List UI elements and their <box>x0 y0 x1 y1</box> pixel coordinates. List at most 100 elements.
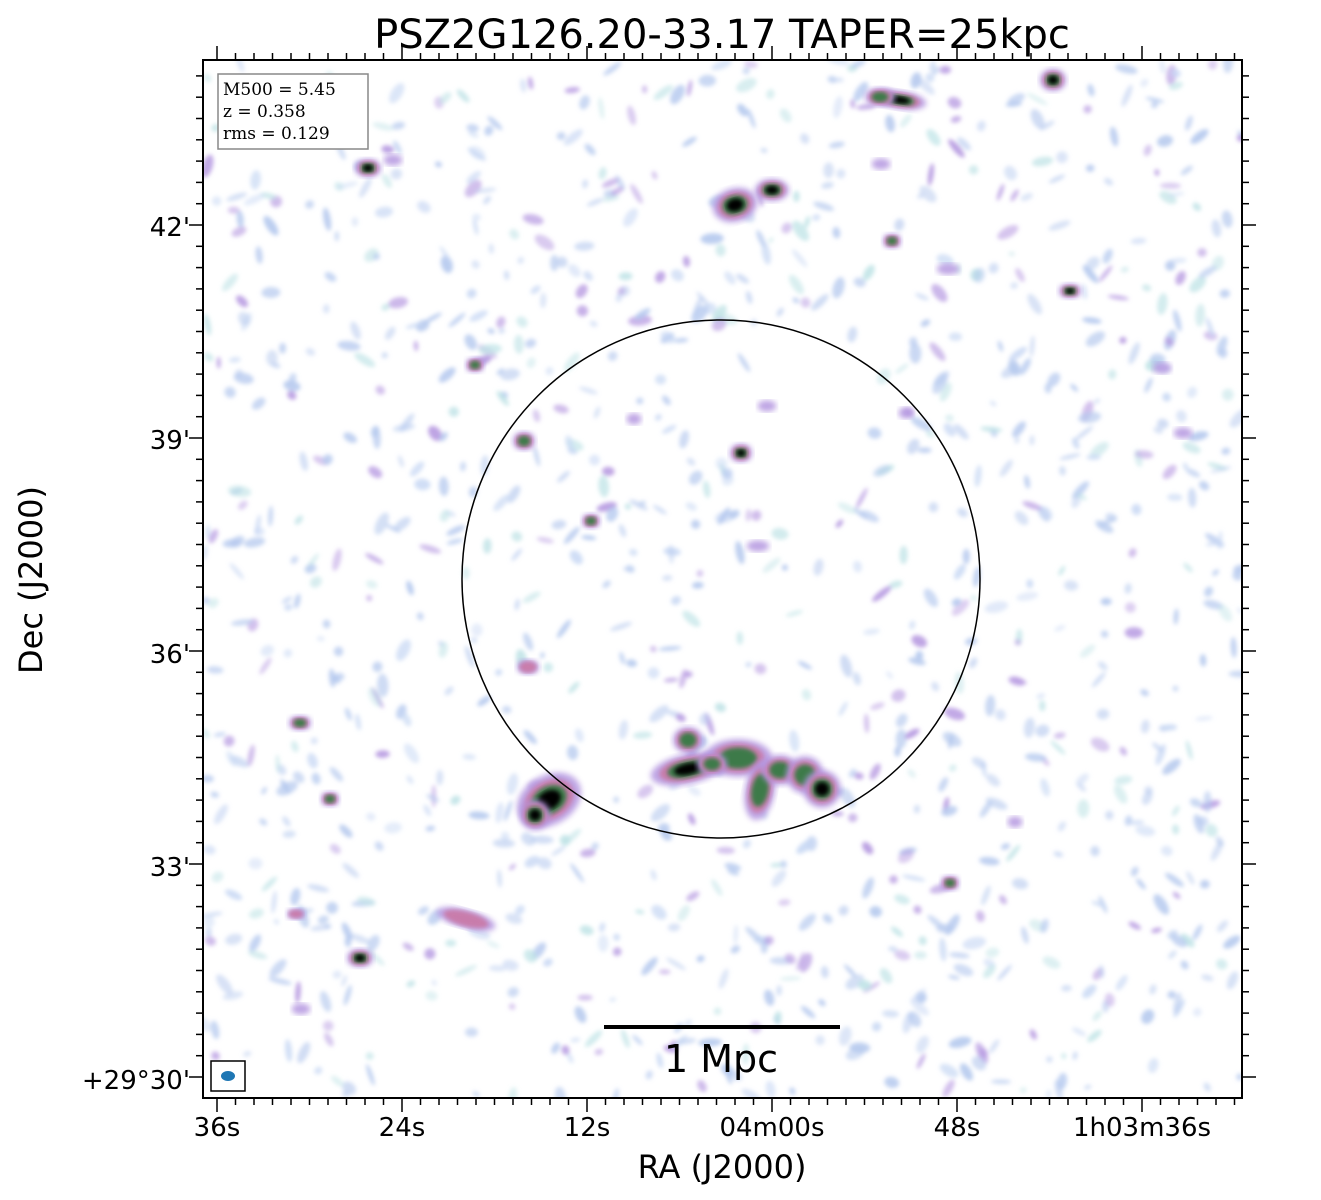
noise-blob <box>996 183 1005 201</box>
noise-blob <box>1056 151 1068 164</box>
noise-blob <box>925 429 935 438</box>
noise-blob <box>342 1081 357 1096</box>
noise-blob <box>456 89 470 103</box>
noise-blob <box>923 588 938 608</box>
noise-blob <box>483 195 492 205</box>
noise-blob <box>872 464 891 477</box>
noise-blob <box>382 173 392 189</box>
noise-blob <box>495 669 503 676</box>
noise-blob <box>533 446 541 467</box>
noise-blob <box>230 619 254 626</box>
noise-blob <box>477 695 491 707</box>
noise-blob <box>222 991 244 1000</box>
noise-blob <box>978 1048 988 1058</box>
noise-blob <box>205 927 212 937</box>
noise-blob <box>867 427 882 439</box>
noise-blob <box>570 1037 581 1043</box>
noise-blob <box>334 230 340 242</box>
noise-blob <box>793 190 800 203</box>
noise-blob <box>949 952 970 959</box>
noise-blob <box>1023 717 1035 738</box>
noise-blob <box>949 764 957 772</box>
noise-blob <box>882 1010 899 1018</box>
noise-blob <box>983 964 996 979</box>
source-contour <box>443 909 489 929</box>
noise-blob <box>543 958 553 967</box>
noise-blob <box>566 1052 574 1064</box>
source-contour <box>519 661 537 673</box>
noise-blob <box>269 959 287 978</box>
noise-blob <box>929 342 946 362</box>
noise-blob <box>1159 60 1166 74</box>
noise-blob <box>951 598 962 607</box>
noise-blob <box>1084 1084 1092 1090</box>
noise-blob <box>524 855 540 868</box>
noise-blob <box>771 870 787 887</box>
noise-blob <box>670 269 684 282</box>
noise-blob <box>1005 101 1023 107</box>
noise-blob <box>393 140 402 155</box>
noise-blob <box>629 548 638 556</box>
noise-blob <box>488 243 495 254</box>
noise-blob <box>438 367 456 383</box>
noise-blob <box>263 215 279 236</box>
noise-blob <box>666 957 687 971</box>
radio-source <box>940 875 960 891</box>
noise-blob <box>1157 292 1168 315</box>
noise-blob <box>855 487 868 509</box>
noise-blob <box>682 610 701 627</box>
noise-blob <box>1119 746 1127 756</box>
noise-blob <box>434 161 443 168</box>
noise-blob <box>1206 317 1215 338</box>
noise-blob <box>322 207 332 231</box>
noise-blob <box>514 598 520 611</box>
noise-blob <box>1114 775 1133 785</box>
noise-blob <box>1121 84 1133 107</box>
noise-blob <box>431 979 437 986</box>
noise-blob <box>1057 821 1066 832</box>
noise-blob <box>869 906 882 918</box>
noise-blob <box>801 689 812 701</box>
noise-blob <box>372 253 381 260</box>
radio-source <box>626 413 642 425</box>
noise-blob <box>690 519 701 529</box>
x-tick-label: 36s <box>194 1113 241 1143</box>
noise-blob <box>266 349 278 367</box>
noise-blob <box>1100 630 1109 638</box>
noise-blob <box>864 713 870 734</box>
y-axis-label: Dec (J2000) <box>12 486 50 674</box>
noise-blob <box>1150 101 1159 109</box>
noise-blob <box>832 277 845 299</box>
noise-blob <box>423 804 432 817</box>
noise-blob <box>1029 1029 1037 1040</box>
noise-blob <box>367 934 380 952</box>
noise-blob <box>305 348 316 356</box>
noise-blob <box>1167 493 1183 502</box>
noise-blob <box>1031 156 1054 167</box>
noise-blob <box>620 1029 630 1049</box>
noise-blob <box>556 256 568 268</box>
source-contour <box>936 263 960 275</box>
noise-blob <box>895 363 909 374</box>
x-tick-label: 04m00s <box>719 1113 824 1143</box>
r500-circle <box>461 319 981 839</box>
noise-blob <box>853 81 869 102</box>
noise-blob <box>1100 597 1112 606</box>
source-contour <box>363 164 373 172</box>
noise-blob <box>1217 530 1223 550</box>
noise-blob <box>1152 742 1163 752</box>
noise-blob <box>515 905 525 916</box>
noise-blob <box>1024 475 1031 489</box>
noise-blob <box>522 591 541 603</box>
noise-blob <box>1053 732 1066 739</box>
noise-blob <box>575 284 588 299</box>
noise-blob <box>1229 409 1242 428</box>
noise-blob <box>487 328 495 334</box>
radio-sources <box>286 68 1193 1015</box>
noise-blob <box>1045 1089 1052 1098</box>
noise-blob <box>1041 506 1053 520</box>
noise-blob <box>760 148 768 153</box>
noise-blob <box>1164 337 1174 347</box>
radio-source <box>712 187 758 223</box>
noise-blob <box>1165 872 1184 887</box>
